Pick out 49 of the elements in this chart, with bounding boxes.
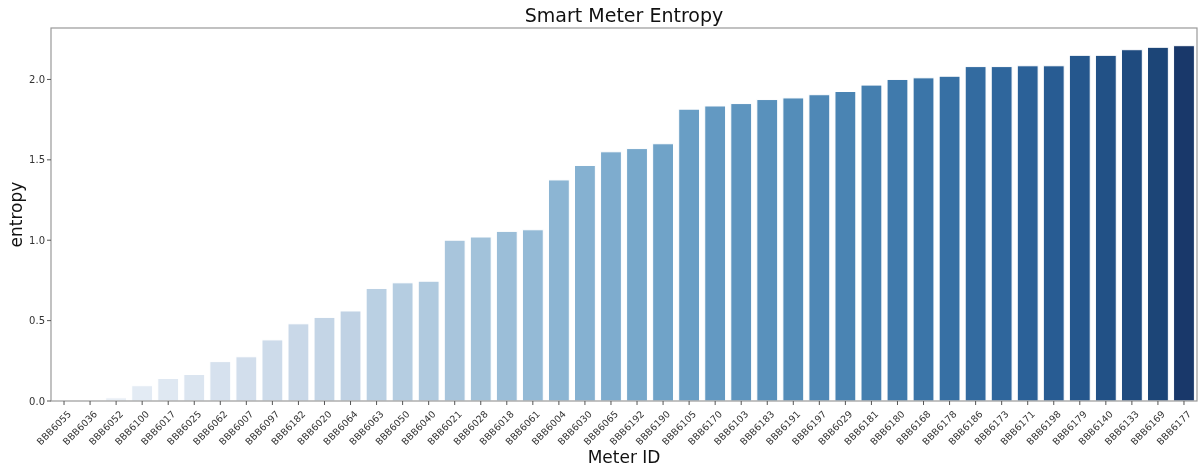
bar xyxy=(365,287,388,402)
bar xyxy=(782,97,805,402)
bar xyxy=(521,229,544,402)
bar xyxy=(1016,65,1039,402)
bar xyxy=(183,373,206,402)
bar xyxy=(730,103,753,402)
bar xyxy=(834,91,857,402)
bar xyxy=(235,356,258,402)
bar xyxy=(886,78,909,402)
bar xyxy=(964,66,987,402)
bar xyxy=(600,151,622,402)
bar xyxy=(704,105,727,402)
bar xyxy=(131,385,154,402)
bar xyxy=(938,75,961,402)
bar xyxy=(417,280,440,402)
bar xyxy=(1042,65,1065,402)
bar xyxy=(495,230,518,402)
bar xyxy=(391,282,414,402)
bar xyxy=(339,310,362,402)
bar xyxy=(157,377,180,402)
bar xyxy=(1147,46,1169,402)
bar xyxy=(574,164,596,402)
x-axis-title: Meter ID xyxy=(587,447,661,467)
y-tick-label: 0.0 xyxy=(29,395,45,407)
y-tick-label: 0.5 xyxy=(29,315,45,327)
bar xyxy=(287,323,310,402)
bar xyxy=(678,108,701,402)
y-axis-title: entropy xyxy=(6,181,26,248)
y-tick-label: 1.0 xyxy=(29,234,45,246)
bar xyxy=(626,148,648,402)
bar xyxy=(860,84,883,402)
bar xyxy=(209,361,232,402)
chart-title: Smart Meter Entropy xyxy=(524,4,724,26)
bar xyxy=(1120,49,1143,402)
bar xyxy=(443,239,466,402)
bar xyxy=(652,143,674,402)
bar xyxy=(756,99,779,402)
bar xyxy=(808,94,831,402)
bar xyxy=(1068,54,1091,402)
bar xyxy=(313,316,336,402)
bar xyxy=(912,77,935,402)
bar xyxy=(547,179,570,402)
bar xyxy=(469,236,492,402)
bar xyxy=(990,66,1013,402)
y-tick-label: 2.0 xyxy=(29,73,45,85)
bar xyxy=(261,339,284,402)
bar xyxy=(1173,45,1195,402)
bar xyxy=(1094,54,1117,402)
y-tick-label: 1.5 xyxy=(29,154,45,166)
